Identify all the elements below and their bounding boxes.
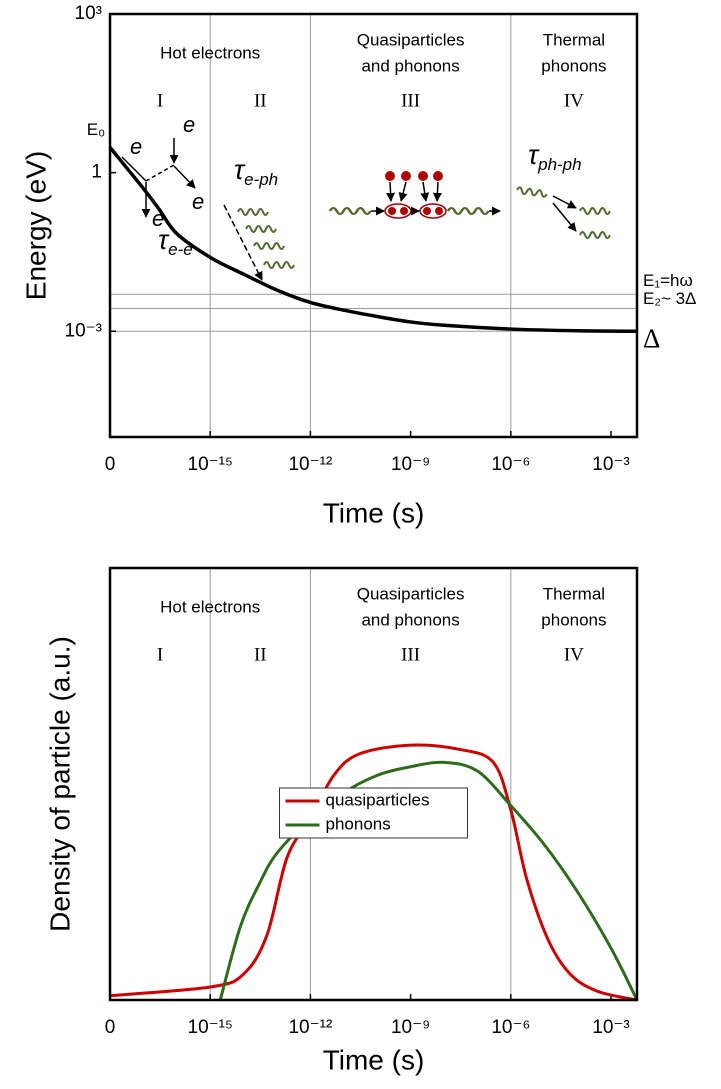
quasiparticle-diagram	[328, 171, 501, 219]
region-numeral: IV	[564, 644, 584, 665]
x-tick-label: 10⁻¹⁵	[188, 1017, 233, 1038]
electron-diagram: e e e e τe-e	[121, 112, 204, 259]
data-line	[218, 760, 639, 1001]
x-tick-label: 10⁻¹²	[288, 1017, 332, 1038]
x-tick-label: 0	[105, 454, 116, 475]
electron-label: e	[192, 189, 204, 214]
region-numeral: IV	[564, 90, 584, 111]
phonon-diagram: τph-ph	[515, 140, 611, 239]
x-axis-title: Time (s)	[323, 1044, 425, 1075]
y-tick-label: 10⁻³	[65, 320, 103, 341]
region-group-label: phonons	[541, 610, 606, 629]
y-axis-title: Energy (eV)	[20, 151, 51, 300]
legend-label: quasiparticles	[326, 790, 430, 809]
region-group-label: and phonons	[361, 56, 459, 75]
region-group-label: Quasiparticles	[357, 30, 465, 49]
region-group-label: Hot electrons	[160, 597, 260, 616]
region-numeral: I	[157, 90, 163, 111]
plot-frame	[108, 12, 639, 439]
x-tick-label: 10⁻³	[592, 454, 630, 475]
tau-label: τe-e	[158, 225, 193, 259]
region-group-label: Thermal	[543, 584, 605, 603]
y-axis-title: Density of particle (a.u.)	[44, 636, 75, 932]
region-numeral: I	[157, 644, 163, 665]
x-tick-label: 10⁻⁹	[391, 454, 430, 475]
x-tick-label: 10⁻¹⁵	[188, 454, 233, 475]
x-tick-label: 10⁻¹²	[288, 454, 332, 475]
reference-label: Δ	[643, 323, 660, 353]
region-group-label: and phonons	[361, 610, 459, 629]
x-tick-label: 10⁻³	[592, 1017, 630, 1038]
y-tick-label: 10³	[75, 3, 102, 24]
reference-label: E₁=hω	[643, 271, 693, 290]
region-numeral: III	[401, 90, 420, 111]
electron-label: e	[152, 206, 164, 231]
region-numeral: II	[254, 90, 267, 111]
x-tick-label: 10⁻⁶	[491, 1017, 530, 1038]
x-axis-title: Time (s)	[323, 497, 425, 528]
data-line	[108, 146, 638, 333]
electron-label: e	[183, 112, 195, 137]
region-group-label: Quasiparticles	[357, 584, 465, 603]
electron-phonon-diagram: τe-ph	[223, 155, 295, 281]
x-tick-label: 10⁻⁶	[491, 454, 530, 475]
y-tick-label: 1	[91, 162, 102, 183]
region-numeral: III	[401, 644, 420, 665]
legend-box	[279, 787, 468, 839]
region-group-label: Hot electrons	[160, 43, 260, 62]
electron-label: e	[130, 134, 142, 159]
x-tick-label: 10⁻⁹	[391, 1017, 430, 1038]
plot-frame	[108, 566, 639, 1002]
start-label: E₀	[87, 120, 105, 139]
region-numeral: II	[254, 644, 267, 665]
data-line	[109, 743, 638, 1002]
reference-label: E₂~ 3Δ	[643, 289, 696, 308]
region-group-label: phonons	[541, 56, 606, 75]
tau-label: τe-ph	[234, 155, 278, 189]
region-group-label: Thermal	[543, 30, 605, 49]
x-tick-label: 0	[105, 1017, 116, 1038]
legend-label: phonons	[326, 814, 391, 833]
tau-label: τph-ph	[528, 140, 582, 174]
